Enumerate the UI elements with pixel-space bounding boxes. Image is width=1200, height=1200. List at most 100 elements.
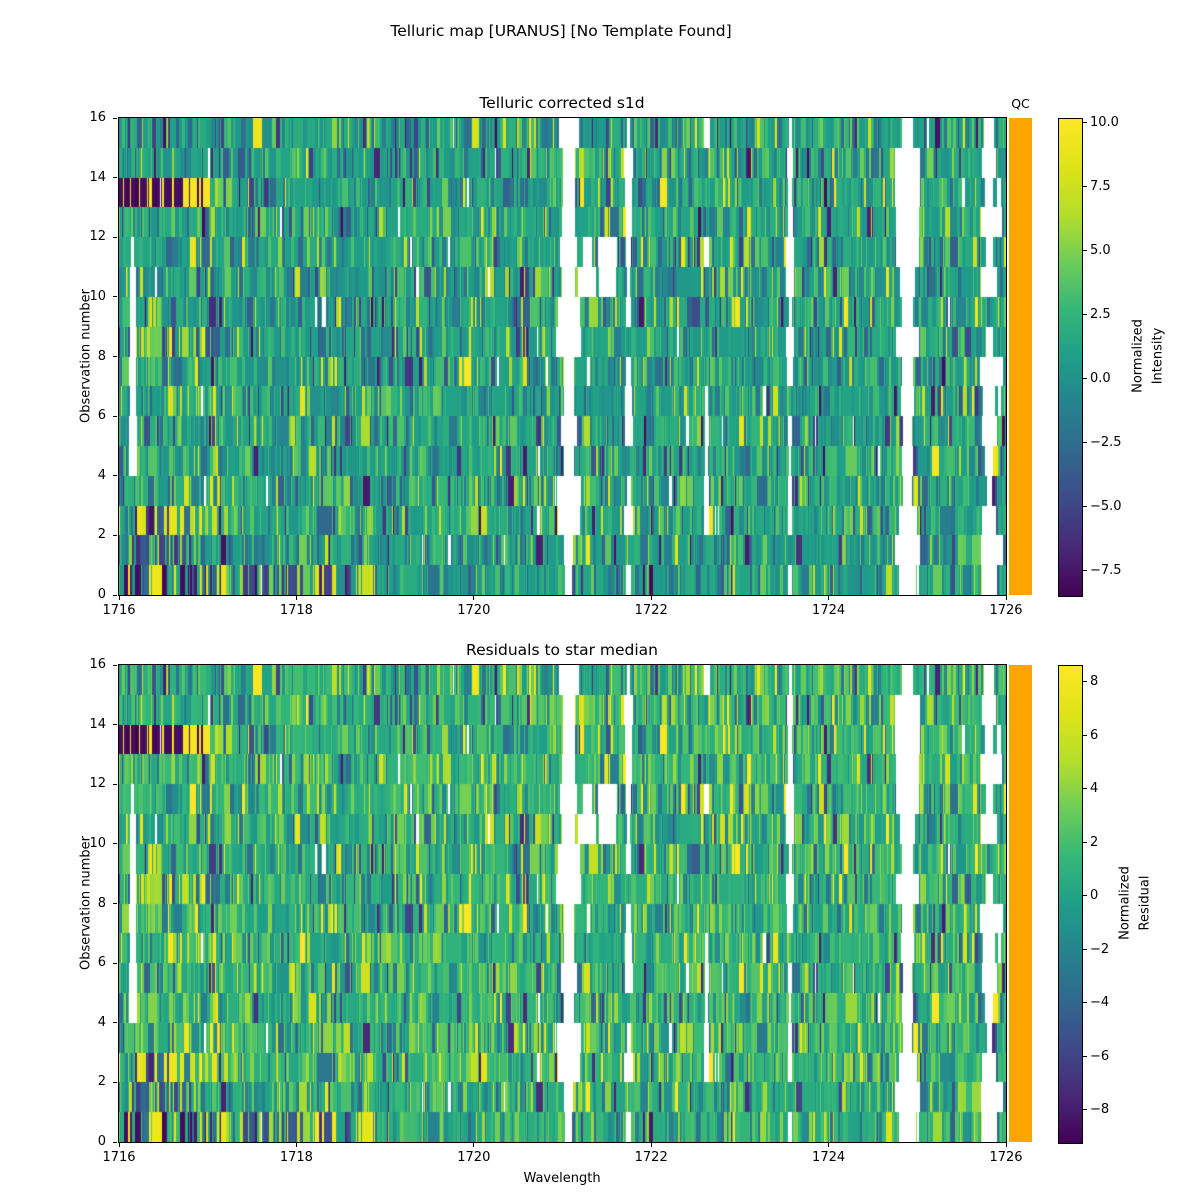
colorbar-tick [1083, 185, 1087, 187]
x-tick [118, 596, 120, 600]
y-tick-label: 2 [97, 1074, 106, 1090]
colorbar-tick [1083, 788, 1087, 790]
y-tick-label: 4 [97, 1014, 106, 1030]
y-tick [113, 903, 117, 904]
colorbar-tick-label: −8 [1090, 1102, 1110, 1118]
y-tick [113, 1141, 117, 1143]
colorbar-tick-label: −2.5 [1090, 435, 1122, 451]
x-tick-label: 1724 [812, 603, 846, 618]
y-tick-label: 2 [97, 527, 106, 543]
y-tick-label: 10 [89, 835, 106, 851]
y-tick [113, 296, 117, 298]
y-tick-label: 0 [97, 587, 106, 602]
x-tick-label: 1716 [102, 1150, 136, 1165]
colorbar-tick-label: 0.0 [1090, 371, 1111, 387]
x-tick [828, 596, 830, 600]
y-tick-label: 6 [97, 955, 106, 971]
colorbar-tick [1083, 570, 1087, 572]
y-tick [113, 415, 117, 417]
colorbar-tick [1083, 948, 1087, 950]
heatmap-plot-area [118, 117, 1007, 596]
x-tick [473, 596, 475, 600]
x-axis-label: Wavelength [523, 1171, 601, 1186]
colorbar-tick [1083, 1055, 1087, 1057]
colorbar-tick [1083, 506, 1087, 508]
colorbar-tick [1083, 1109, 1087, 1111]
colorbar-tick [1083, 378, 1087, 380]
x-tick [650, 1143, 652, 1147]
y-tick [113, 724, 117, 726]
colorbar-tick-label: −4 [1090, 995, 1110, 1011]
colorbar-tick-label: 2 [1090, 834, 1099, 850]
colorbar-gradient [1059, 119, 1082, 596]
colorbar-tick-label: −2 [1090, 941, 1110, 957]
heatmap-plot-area [118, 664, 1007, 1143]
x-tick-label: 1720 [457, 603, 491, 618]
y-tick-label: 4 [97, 467, 106, 483]
colorbar-tick-label: 5.0 [1090, 242, 1111, 258]
colorbar [1058, 665, 1083, 1144]
y-tick [113, 1022, 117, 1024]
colorbar-tick-label: 0 [1090, 888, 1099, 904]
qc-column [1009, 118, 1032, 595]
colorbar-tick-label: 7.5 [1090, 178, 1111, 194]
colorbar-tick-label: 10.0 [1090, 114, 1119, 130]
x-tick-label: 1724 [812, 1150, 846, 1165]
colorbar [1058, 118, 1083, 597]
x-tick-label: 1716 [102, 603, 136, 618]
colorbar-label-line1: Normalized [1130, 319, 1146, 393]
colorbar-tick [1083, 442, 1087, 444]
colorbar-label-line2: Residual [1137, 875, 1153, 931]
y-tick [113, 962, 117, 964]
colorbar-tick [1083, 121, 1087, 123]
colorbar-tick [1083, 895, 1087, 897]
x-tick [828, 1143, 830, 1147]
y-tick [113, 475, 117, 477]
panel-title: Telluric corrected s1d [479, 94, 645, 112]
colorbar-tick-label: 4 [1090, 781, 1099, 797]
y-tick-label: 8 [97, 348, 106, 364]
x-tick [118, 1143, 120, 1147]
x-tick [1005, 1143, 1007, 1147]
colorbar-tick-label: 6 [1090, 727, 1099, 743]
colorbar-tick [1083, 681, 1087, 683]
y-tick [113, 594, 117, 596]
x-tick [650, 596, 652, 600]
qc-column [1009, 665, 1032, 1142]
colorbar-label-line1: Normalized [1117, 866, 1133, 940]
colorbar-tick [1083, 841, 1087, 843]
figure-title: Telluric map [URANUS] [No Template Found… [390, 22, 732, 40]
y-tick-label: 12 [89, 776, 106, 792]
y-tick [113, 117, 117, 119]
y-tick-label: 12 [89, 229, 106, 245]
x-tick-label: 1718 [279, 1150, 313, 1165]
colorbar-tick [1083, 1002, 1087, 1004]
x-tick-label: 1726 [989, 1150, 1023, 1165]
x-tick [295, 596, 297, 600]
y-tick [113, 534, 117, 536]
y-tick [113, 356, 117, 357]
y-tick-label: 16 [89, 110, 106, 125]
colorbar-gradient [1059, 666, 1082, 1143]
colorbar-tick-label: 8 [1090, 674, 1099, 690]
colorbar-tick [1083, 249, 1087, 251]
colorbar-tick [1083, 734, 1087, 736]
y-tick [113, 1081, 117, 1083]
colorbar-tick-label: −6 [1090, 1048, 1110, 1064]
y-tick [113, 236, 117, 238]
colorbar-tick-label: 2.5 [1090, 306, 1111, 322]
y-tick [113, 843, 117, 845]
x-tick [295, 1143, 297, 1147]
heatmap-canvas [119, 118, 1006, 595]
y-tick [113, 664, 117, 666]
y-tick [113, 783, 117, 785]
colorbar-tick [1083, 313, 1087, 315]
x-tick-label: 1722 [634, 603, 668, 618]
y-tick-label: 0 [97, 1134, 106, 1149]
qc-column-header: QC [1011, 96, 1030, 111]
x-tick [1005, 596, 1007, 600]
heatmap-canvas [119, 665, 1006, 1142]
y-tick-label: 14 [89, 169, 106, 185]
panel-title: Residuals to star median [465, 641, 659, 659]
